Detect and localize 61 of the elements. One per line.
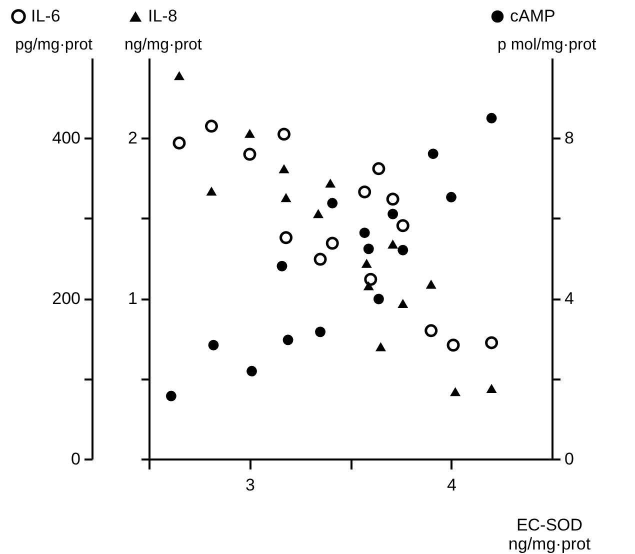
x-axis-title: EC-SOD ng/mg·prot <box>508 516 591 554</box>
point <box>314 252 327 266</box>
point <box>166 390 176 402</box>
point <box>375 342 386 352</box>
legend-label: IL-8 <box>148 6 178 26</box>
point <box>172 136 186 150</box>
y3-tick-label: 0 <box>564 450 574 468</box>
point <box>280 231 293 244</box>
y2-tick-label: 1 <box>128 289 138 308</box>
point <box>243 148 256 161</box>
y-tick-label: 200 <box>52 289 80 308</box>
point <box>363 244 374 254</box>
y3-tick-label: 4 <box>564 289 574 308</box>
point <box>388 208 398 220</box>
point <box>485 336 498 350</box>
point <box>326 236 339 250</box>
point <box>246 366 258 376</box>
y2-axis-title: ng/mg·prot <box>124 36 202 54</box>
point <box>280 193 292 202</box>
point <box>364 272 378 286</box>
legend-label: cAMP <box>510 6 556 26</box>
point <box>244 128 255 138</box>
point <box>361 258 372 268</box>
point <box>398 298 408 308</box>
y3-axis-title: p mol/mg·prot <box>498 36 597 54</box>
point <box>278 164 290 174</box>
point <box>313 209 324 218</box>
x-tick-label: 3 <box>246 476 255 494</box>
point <box>386 192 400 206</box>
point <box>428 148 438 160</box>
y-tick-label: 0 <box>71 450 80 468</box>
legend-label: IL-6 <box>31 6 60 26</box>
y3-tick-label: 8 <box>564 128 574 148</box>
point <box>486 384 497 393</box>
y-tick-label: 400 <box>52 128 80 148</box>
y-axis-title: pg/mg·prot <box>15 36 94 54</box>
point <box>446 192 456 202</box>
point <box>424 324 438 338</box>
point <box>388 240 398 249</box>
point <box>396 219 410 232</box>
point <box>486 112 497 124</box>
point <box>372 162 386 176</box>
point <box>398 244 408 256</box>
point <box>208 340 219 350</box>
point <box>204 120 218 133</box>
point <box>363 281 374 290</box>
point <box>446 338 460 352</box>
point <box>359 228 370 238</box>
point <box>276 260 288 272</box>
point <box>327 198 338 208</box>
point <box>282 334 294 346</box>
point <box>174 71 184 80</box>
point <box>278 128 290 141</box>
point <box>373 294 384 304</box>
point <box>325 178 336 188</box>
point <box>450 387 461 396</box>
point <box>358 185 372 198</box>
point <box>206 186 217 196</box>
y2-tick-label: 2 <box>128 128 138 148</box>
point <box>315 326 326 338</box>
point <box>426 280 436 289</box>
